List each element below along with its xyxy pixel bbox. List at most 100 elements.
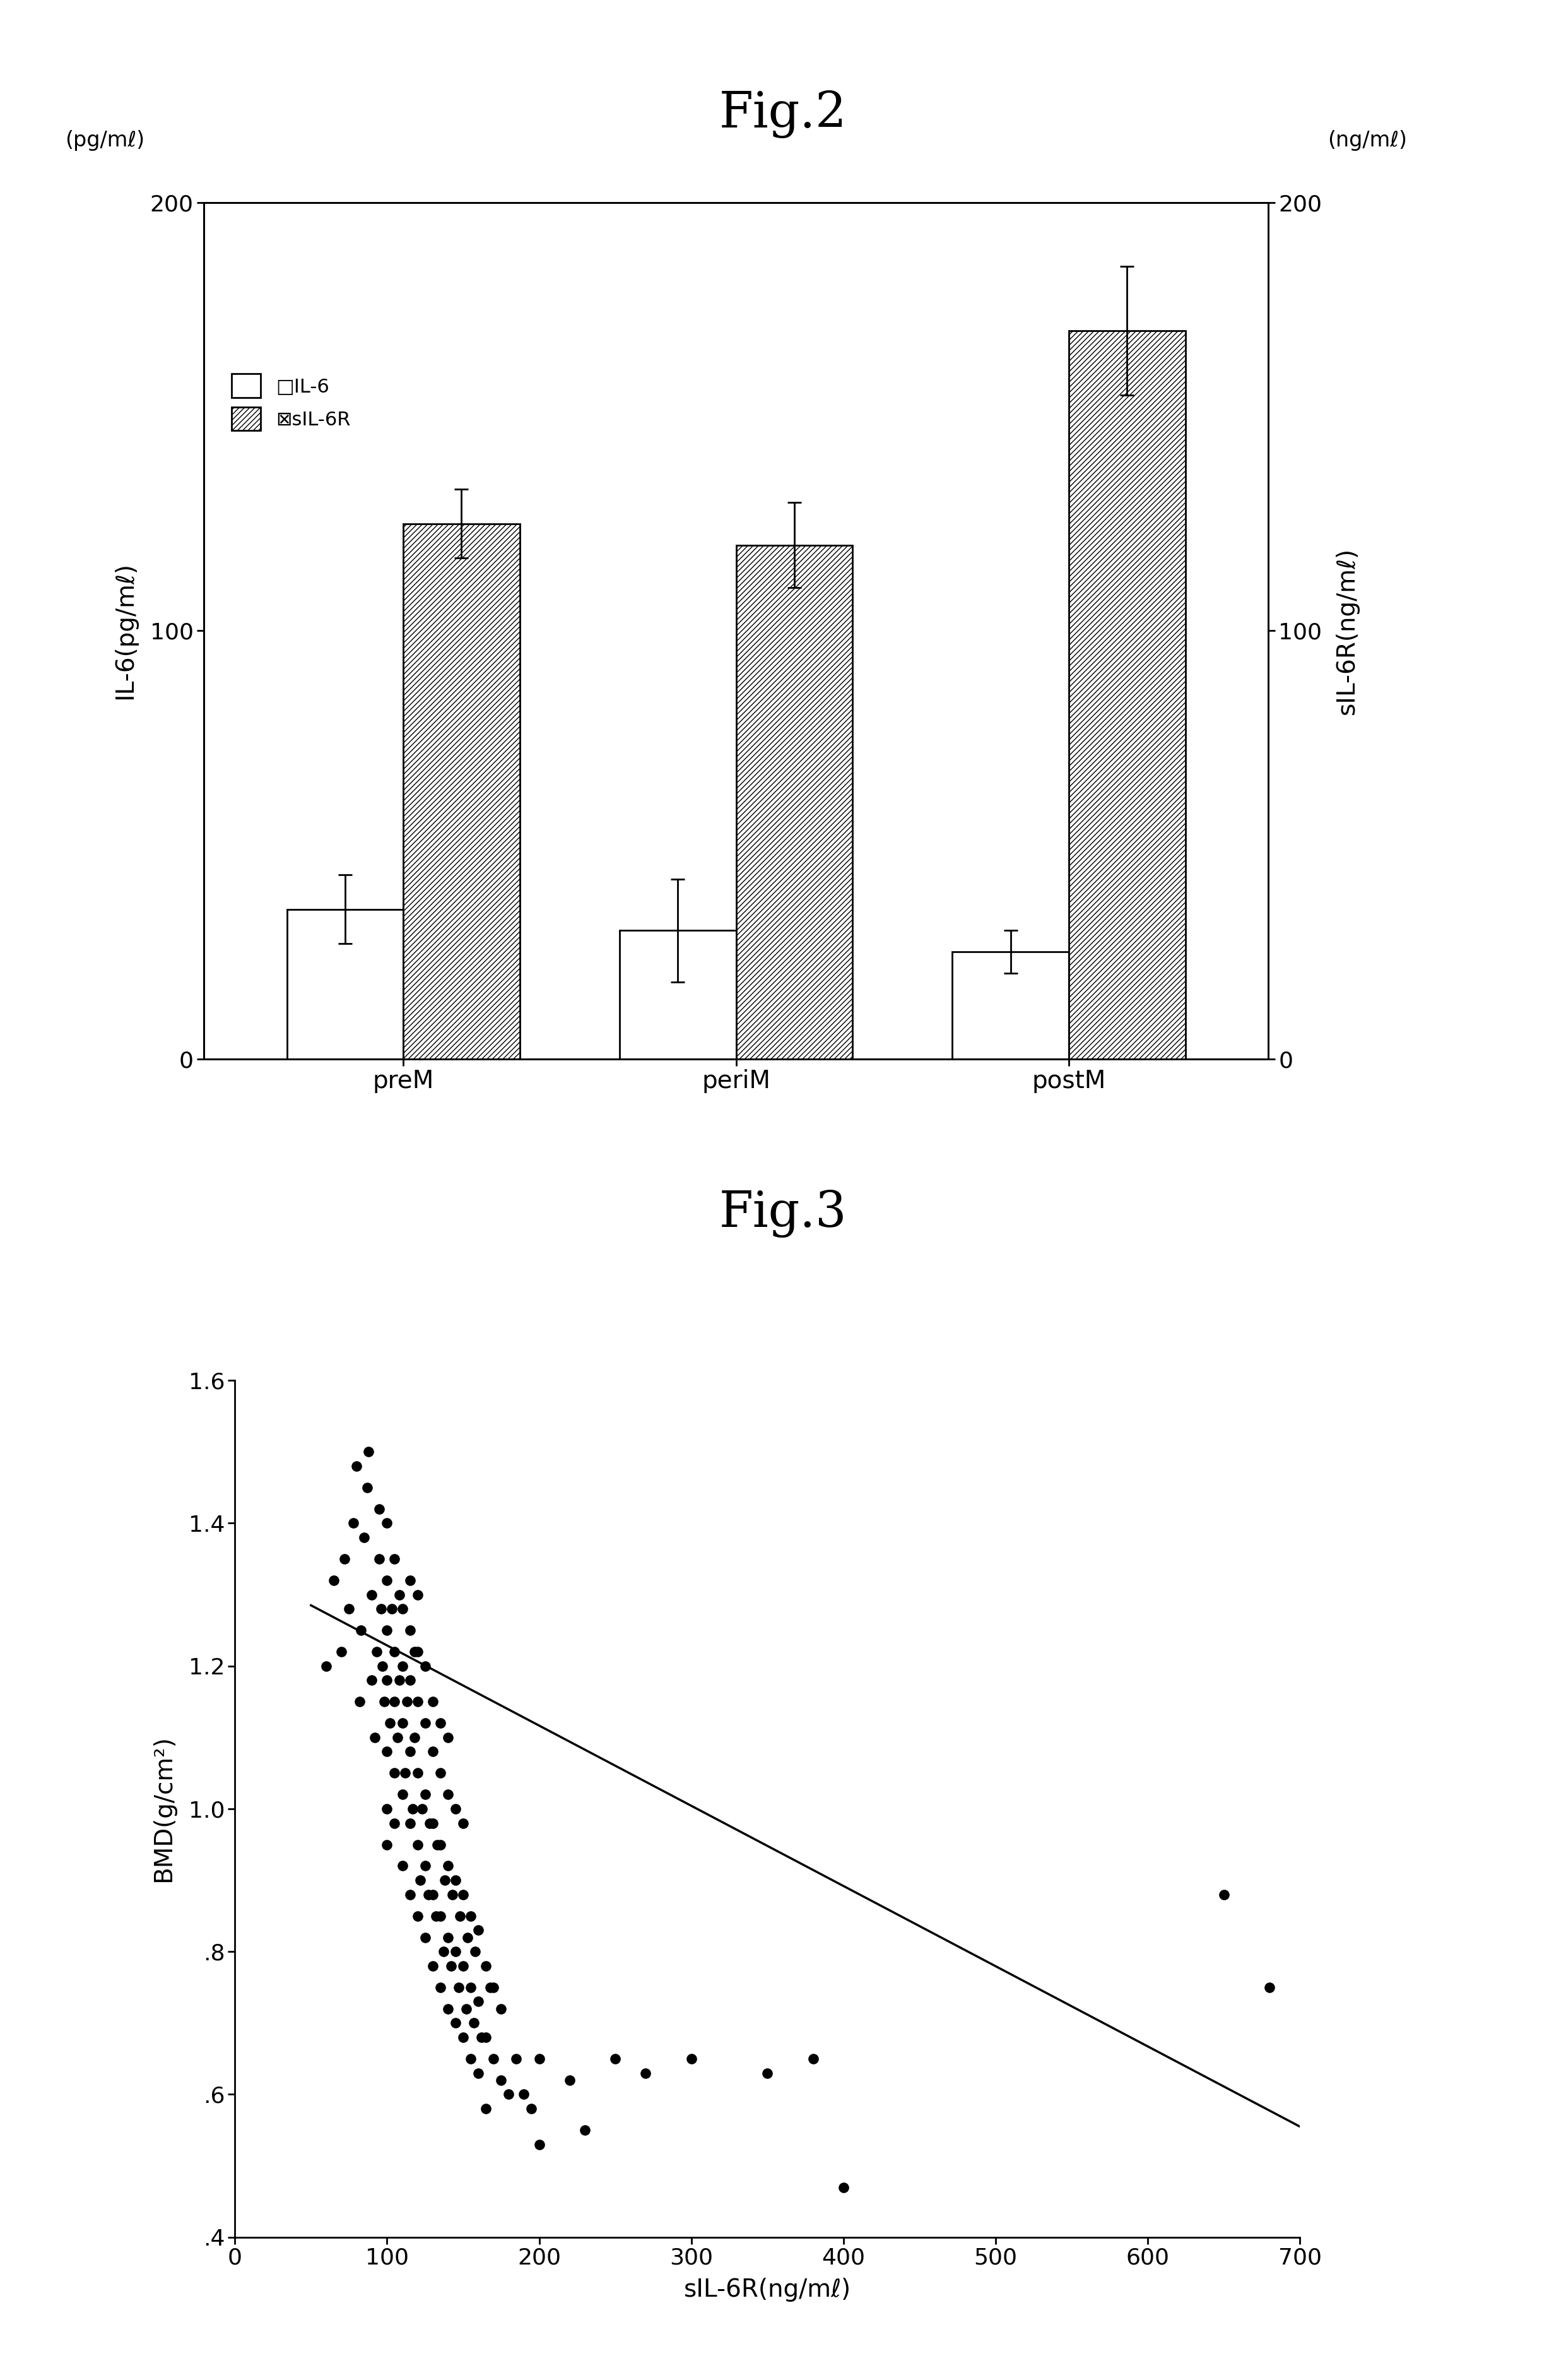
Point (428, 1897, 453, 1935)
Point (496, 2075, 521, 2113)
Point (355, 1468, 381, 1507)
Point (382, 1804, 407, 1842)
Point (355, 1433, 381, 1471)
Point (423, 1897, 448, 1935)
Point (401, 1790, 426, 1828)
Point (603, 2040, 628, 2078)
Point (633, 2054, 658, 2092)
Text: (pg/mℓ): (pg/mℓ) (66, 131, 144, 150)
Point (454, 1990, 479, 2028)
Point (431, 1933, 456, 1971)
Point (465, 1983, 490, 2021)
Point (800, 2040, 825, 2078)
Point (435, 1990, 460, 2028)
Point (478, 1968, 503, 2006)
Point (512, 2075, 537, 2113)
Point (468, 2018, 493, 2056)
Bar (736, 545, 852, 1059)
Point (390, 1847, 415, 1885)
Point (385, 1718, 410, 1756)
Point (366, 1490, 392, 1528)
Legend: □IL-6, ⊠sIL-6R: □IL-6, ⊠sIL-6R (224, 367, 359, 438)
Point (412, 1704, 437, 1742)
Point (440, 1875, 465, 1914)
Point (438, 1947, 464, 1985)
Point (473, 2090, 498, 2128)
Bar (404, 524, 520, 1059)
Point (398, 1804, 423, 1842)
Point (428, 1968, 453, 2006)
Point (504, 2040, 529, 2078)
Point (446, 1968, 471, 2006)
Point (371, 1683, 396, 1721)
Point (420, 1683, 445, 1721)
Point (398, 1661, 423, 1699)
Point (481, 1968, 506, 2006)
Point (435, 1847, 460, 1885)
Point (321, 1561, 346, 1599)
Point (415, 1875, 440, 1914)
Point (374, 1790, 399, 1828)
Point (557, 2061, 583, 2099)
Point (382, 1754, 407, 1792)
Point (368, 1590, 393, 1628)
Point (412, 1775, 437, 1814)
Point (451, 1875, 476, 1914)
Point (377, 1704, 402, 1742)
Point (435, 1775, 460, 1814)
Point (349, 1611, 374, 1649)
Point (398, 1611, 423, 1649)
Point (409, 1790, 434, 1828)
Point (443, 1933, 468, 1971)
Point (390, 1775, 415, 1814)
Point (420, 1947, 445, 1985)
Point (420, 1875, 445, 1914)
Point (443, 1790, 468, 1828)
Point (374, 1561, 399, 1599)
Point (382, 1683, 407, 1721)
Point (390, 1647, 415, 1685)
Point (402, 1633, 428, 1671)
Point (459, 1968, 484, 2006)
Point (395, 1683, 420, 1721)
Point (409, 1861, 434, 1899)
Point (390, 1590, 415, 1628)
Text: (ng/mℓ): (ng/mℓ) (1328, 131, 1406, 150)
Point (412, 1918, 437, 1956)
Point (374, 1611, 399, 1649)
X-axis label: sIL-6R(ng/mℓ): sIL-6R(ng/mℓ) (684, 2278, 850, 2301)
Point (489, 2061, 514, 2099)
Point (443, 2004, 468, 2042)
Point (398, 1561, 423, 1599)
Point (402, 1718, 428, 1756)
Point (465, 2054, 490, 2092)
Point (370, 1647, 395, 1685)
Point (406, 1897, 431, 1935)
Point (428, 1825, 453, 1864)
Point (393, 1754, 418, 1792)
Point (374, 1661, 399, 1699)
Point (435, 1918, 460, 1956)
Point (374, 1504, 399, 1542)
Point (341, 1504, 366, 1542)
Point (387, 1576, 412, 1614)
Point (462, 1933, 487, 1971)
Bar (1068, 331, 1185, 1059)
Point (432, 1861, 457, 1899)
Point (412, 1847, 437, 1885)
Y-axis label: sIL-6R(ng/mℓ): sIL-6R(ng/mℓ) (1336, 547, 1359, 714)
Point (678, 2040, 703, 2078)
Point (428, 1704, 453, 1742)
Point (398, 1733, 423, 1771)
Point (448, 1897, 473, 1935)
Text: Fig.2: Fig.2 (719, 90, 847, 138)
Point (379, 1590, 404, 1628)
Point (362, 1718, 387, 1756)
Point (451, 1947, 476, 1985)
Point (459, 2040, 484, 2078)
Point (387, 1661, 412, 1699)
Point (359, 1661, 384, 1699)
Point (382, 1633, 407, 1671)
Bar (287, 909, 404, 1059)
Point (359, 1576, 384, 1614)
